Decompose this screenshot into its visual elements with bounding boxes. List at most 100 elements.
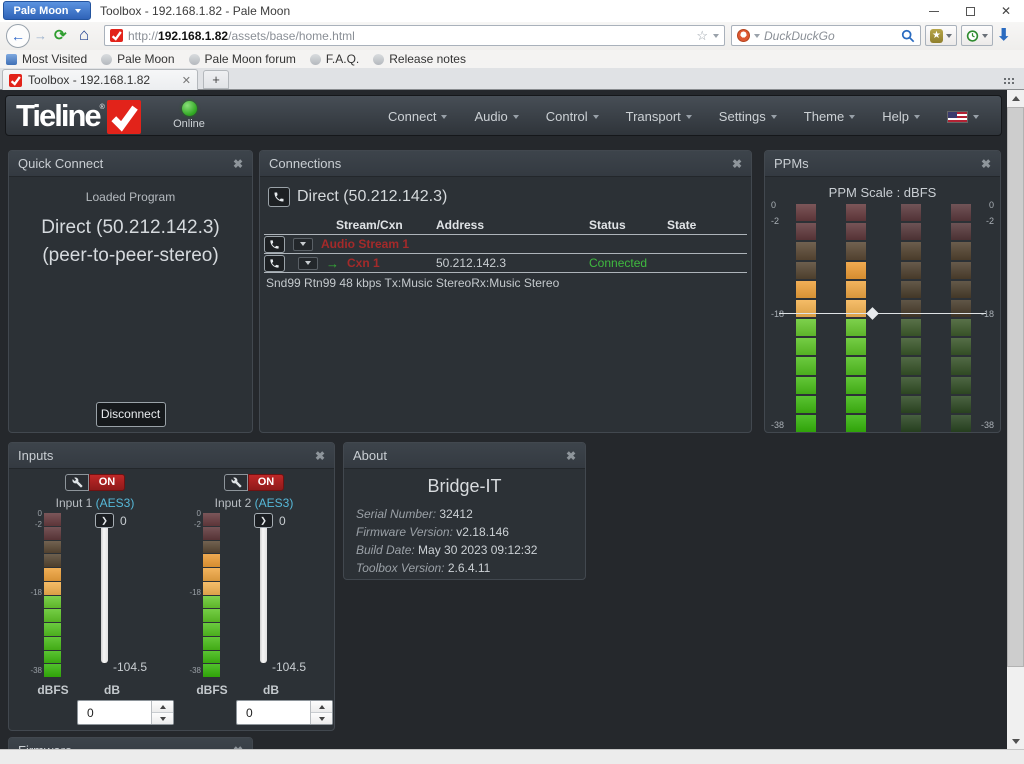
disconnect-button[interactable]: Disconnect	[95, 402, 166, 427]
chevron-down-icon	[305, 261, 311, 265]
scale-tick-label: -38	[189, 666, 201, 675]
close-panel-icon[interactable]: ✖	[731, 156, 742, 171]
spinner-down-button[interactable]	[152, 713, 173, 724]
scroll-down-button[interactable]	[1007, 733, 1024, 749]
tab-groups-icon[interactable]	[1004, 78, 1006, 80]
search-box[interactable]: DuckDuckGo	[731, 25, 921, 46]
forward-button[interactable]: →	[34, 28, 47, 43]
refresh-button[interactable]: ⟳	[54, 26, 67, 44]
input-on-button[interactable]: ON	[248, 474, 284, 491]
meter-segment	[901, 338, 921, 356]
url-bar[interactable]: http://192.168.1.82/assets/base/home.htm…	[104, 25, 725, 46]
gain-slider-track[interactable]	[260, 519, 267, 663]
meter-segment	[846, 204, 866, 222]
search-engine-dropdown-icon[interactable]	[754, 33, 760, 38]
gain-slider-track[interactable]	[101, 519, 108, 663]
back-button[interactable]: ←	[6, 24, 30, 48]
dial-cxn-button[interactable]	[264, 254, 285, 272]
site-favicon	[110, 29, 123, 42]
scale-tick-label: 0	[37, 509, 42, 518]
menu-settings[interactable]: Settings	[719, 109, 777, 124]
reference-level-handle[interactable]	[866, 307, 879, 320]
bookmark-star-icon[interactable]: ☆	[696, 27, 708, 43]
clock-icon	[966, 29, 979, 42]
gain-value: 0	[120, 514, 127, 528]
bookmark-item[interactable]: Most Visited	[6, 52, 87, 66]
input-on-button[interactable]: ON	[89, 474, 125, 491]
scale-tick-label: -2	[771, 215, 780, 226]
home-button[interactable]: ⌂	[79, 25, 89, 45]
search-input[interactable]: DuckDuckGo	[764, 28, 835, 43]
close-panel-icon[interactable]: ✖	[232, 156, 243, 171]
meter-segment	[203, 540, 220, 554]
about-field-label: Toolbox Version:	[356, 561, 445, 575]
close-window-button[interactable]: ✕	[988, 0, 1024, 22]
menu-connect[interactable]: Connect	[388, 109, 448, 124]
bookmark-item[interactable]: Pale Moon forum	[188, 52, 296, 66]
downloads-button[interactable]: ⬇	[997, 25, 1010, 45]
gain-slider-handle[interactable]: ❯	[254, 513, 273, 528]
meter-segment	[796, 338, 816, 356]
meter-segment	[796, 223, 816, 241]
meter-segment	[846, 299, 866, 318]
close-panel-icon[interactable]: ✖	[565, 448, 576, 463]
expand-cxn-button[interactable]	[298, 256, 318, 270]
spinner-up-button[interactable]	[152, 701, 173, 713]
bookmarks-menu-button[interactable]: ★	[925, 25, 957, 46]
chevron-up-icon	[159, 704, 166, 709]
gain-spinner-input[interactable]: 0	[87, 706, 94, 720]
ppm-meter-bar	[901, 204, 921, 432]
dial-program-button[interactable]	[268, 187, 290, 207]
expand-stream-button[interactable]	[293, 237, 313, 251]
meter-segment	[846, 242, 866, 260]
bookmark-item[interactable]: Pale Moon	[101, 52, 175, 66]
table-row-cxn[interactable]: → Cxn 1 50.212.142.3 Connected	[264, 254, 747, 273]
gain-slider-handle[interactable]: ❯	[95, 513, 114, 528]
meter-segment	[951, 280, 971, 298]
page-content: Tieline ® Online Connect Audio Control Tran…	[0, 90, 1024, 749]
page-scrollbar[interactable]	[1007, 90, 1024, 749]
meter-segment	[846, 280, 866, 298]
inputs-panel: Inputs ✖ ON Input 1 (AES3) 0 -2 -18 -38 ❯ 0…	[8, 442, 335, 731]
menu-transport[interactable]: Transport	[626, 109, 692, 124]
gain-spinner-input[interactable]: 0	[246, 706, 253, 720]
menu-language[interactable]	[947, 110, 979, 123]
meter-segment	[203, 581, 220, 595]
bookmark-item[interactable]: Release notes	[373, 52, 466, 66]
minimize-button[interactable]	[916, 0, 952, 22]
close-panel-icon[interactable]: ✖	[233, 744, 243, 750]
palemoon-menu-button[interactable]: Pale Moon	[3, 1, 91, 20]
close-panel-icon[interactable]: ✖	[314, 448, 325, 463]
site-header: Tieline ® Online Connect Audio Control Tran…	[5, 95, 1002, 136]
scrollbar-thumb[interactable]	[1007, 107, 1024, 667]
menu-help[interactable]: Help	[882, 109, 920, 124]
input-settings-button[interactable]	[65, 474, 89, 491]
scroll-up-button[interactable]	[1007, 90, 1024, 106]
table-row-stream[interactable]: Audio Stream 1	[264, 235, 747, 254]
menu-control[interactable]: Control	[546, 109, 599, 124]
spinner-down-button[interactable]	[311, 713, 332, 724]
search-icon[interactable]	[901, 29, 915, 43]
meter-unit-label: dBFS	[196, 683, 228, 697]
tab-close-icon[interactable]: ✕	[181, 74, 191, 87]
dial-stream-button[interactable]	[264, 235, 285, 253]
input-level-meter	[44, 513, 61, 677]
spinner-up-button[interactable]	[311, 701, 332, 713]
close-panel-icon[interactable]: ✖	[980, 156, 991, 171]
new-tab-button[interactable]: +	[203, 70, 229, 89]
ppm-meter-bar	[846, 204, 866, 432]
history-menu-button[interactable]	[961, 25, 993, 46]
input-type-link[interactable]: (AES3)	[95, 496, 135, 510]
maximize-button[interactable]	[952, 0, 988, 22]
tab-toolbox[interactable]: Toolbox - 192.168.1.82 ✕	[2, 69, 198, 90]
ppms-header: PPMs ✖	[765, 151, 1000, 177]
menu-audio[interactable]: Audio	[474, 109, 519, 124]
bookmark-item[interactable]: F.A.Q.	[309, 52, 359, 66]
about-header: About ✖	[344, 443, 585, 469]
bookmark-label: Most Visited	[22, 52, 88, 66]
input-settings-button[interactable]	[224, 474, 248, 491]
ppm-scale-label: PPM Scale : dBFS	[828, 185, 937, 200]
menu-theme[interactable]: Theme	[804, 109, 856, 124]
input-type-link[interactable]: (AES3)	[254, 496, 294, 510]
url-dropdown-icon[interactable]	[713, 33, 719, 38]
